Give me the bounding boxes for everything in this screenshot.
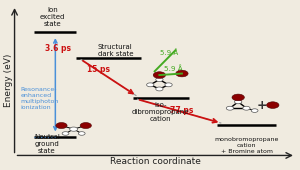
Circle shape [176,70,188,77]
Text: iso-
dibromopropane
cation: iso- dibromopropane cation [132,102,190,122]
Text: Structural
dark state: Structural dark state [98,44,133,57]
Text: Resonance-
enhanced
multiphoton
ionization: Resonance- enhanced multiphoton ionizati… [20,87,58,109]
Circle shape [78,132,85,135]
Text: 5.9 Å: 5.9 Å [164,65,183,72]
Circle shape [156,87,163,91]
Circle shape [226,106,234,110]
Circle shape [243,106,250,110]
Circle shape [156,78,163,82]
Text: Neutral
ground
state: Neutral ground state [34,134,60,154]
Text: Ion
excited
state: Ion excited state [40,7,65,27]
Text: 77 ps: 77 ps [170,106,194,115]
Circle shape [267,102,279,108]
Circle shape [153,72,166,78]
Text: monobromopropane
cation
+ Bromine atom: monobromopropane cation + Bromine atom [214,137,279,154]
Text: 15 ps: 15 ps [87,65,110,74]
Circle shape [232,94,244,101]
Text: +: + [257,99,267,112]
Circle shape [80,123,92,129]
Circle shape [147,83,154,87]
Text: 3.6 ps: 3.6 ps [45,44,71,53]
Text: 5.9 Å: 5.9 Å [160,50,178,56]
Y-axis label: Energy (eV): Energy (eV) [4,54,13,107]
Circle shape [70,127,78,131]
Circle shape [56,123,67,129]
X-axis label: Reaction coordinate: Reaction coordinate [110,157,201,166]
Circle shape [251,109,258,112]
Circle shape [235,100,242,104]
Circle shape [62,132,69,135]
Circle shape [165,83,172,87]
